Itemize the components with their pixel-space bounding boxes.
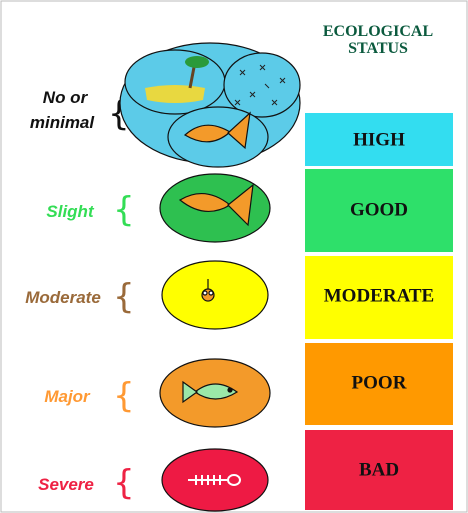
- status-box: [305, 169, 453, 252]
- title-line: ECOLOGICAL: [323, 23, 433, 40]
- brace: {: [113, 277, 135, 317]
- status-label: POOR: [352, 372, 407, 393]
- impact-label: Major: [44, 387, 91, 406]
- status-box: [305, 113, 453, 166]
- status-box: [305, 430, 453, 510]
- moderate-ecosystem: [161, 260, 269, 330]
- status-box: [305, 343, 453, 425]
- impact-label: No or: [43, 88, 89, 107]
- impact-label: minimal: [30, 113, 96, 132]
- severe-ecosystem: [161, 448, 269, 512]
- slight-ecosystem: [159, 173, 271, 243]
- impact-label: Slight: [46, 202, 95, 221]
- brace: {: [113, 463, 135, 503]
- pristine-ecosystem: [119, 42, 301, 168]
- status-label: MODERATE: [324, 285, 434, 306]
- impact-label: Severe: [38, 475, 94, 494]
- brace: {: [113, 190, 135, 230]
- status-box: [305, 256, 453, 339]
- major-ecosystem: [159, 358, 271, 428]
- brace: {: [113, 376, 135, 416]
- status-label: GOOD: [350, 199, 408, 220]
- status-label: BAD: [359, 459, 399, 480]
- status-label: HIGH: [353, 129, 405, 150]
- title-line: STATUS: [348, 40, 408, 57]
- impact-label: Moderate: [25, 288, 101, 307]
